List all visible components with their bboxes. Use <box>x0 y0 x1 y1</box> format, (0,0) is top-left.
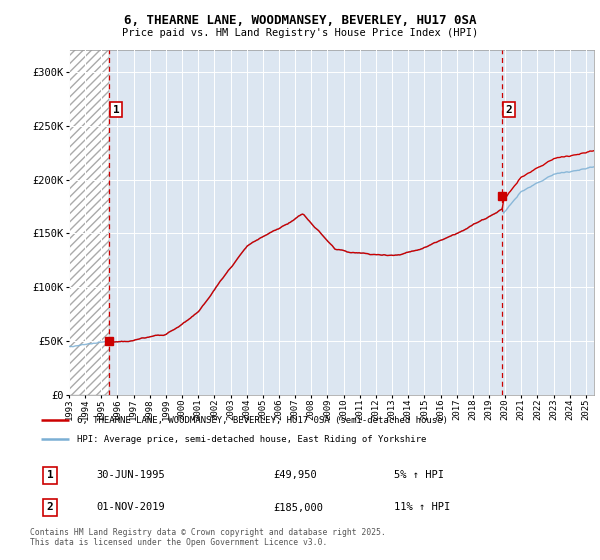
Bar <box>69 50 109 395</box>
Text: 2: 2 <box>47 502 53 512</box>
Text: 6, THEARNE LANE, WOODMANSEY, BEVERLEY, HU17 0SA (semi-detached house): 6, THEARNE LANE, WOODMANSEY, BEVERLEY, H… <box>77 416 448 424</box>
Text: 6, THEARNE LANE, WOODMANSEY, BEVERLEY, HU17 0SA: 6, THEARNE LANE, WOODMANSEY, BEVERLEY, H… <box>124 14 476 27</box>
Text: 11% ↑ HPI: 11% ↑ HPI <box>394 502 451 512</box>
Text: 30-JUN-1995: 30-JUN-1995 <box>96 470 165 480</box>
Text: Price paid vs. HM Land Registry's House Price Index (HPI): Price paid vs. HM Land Registry's House … <box>122 28 478 38</box>
Text: Contains HM Land Registry data © Crown copyright and database right 2025.
This d: Contains HM Land Registry data © Crown c… <box>30 528 386 547</box>
Text: £49,950: £49,950 <box>273 470 317 480</box>
Text: £185,000: £185,000 <box>273 502 323 512</box>
Text: HPI: Average price, semi-detached house, East Riding of Yorkshire: HPI: Average price, semi-detached house,… <box>77 435 426 444</box>
Text: 01-NOV-2019: 01-NOV-2019 <box>96 502 165 512</box>
Text: 5% ↑ HPI: 5% ↑ HPI <box>394 470 445 480</box>
Text: 1: 1 <box>47 470 53 480</box>
Text: 2: 2 <box>506 105 512 115</box>
Text: 1: 1 <box>113 105 119 115</box>
